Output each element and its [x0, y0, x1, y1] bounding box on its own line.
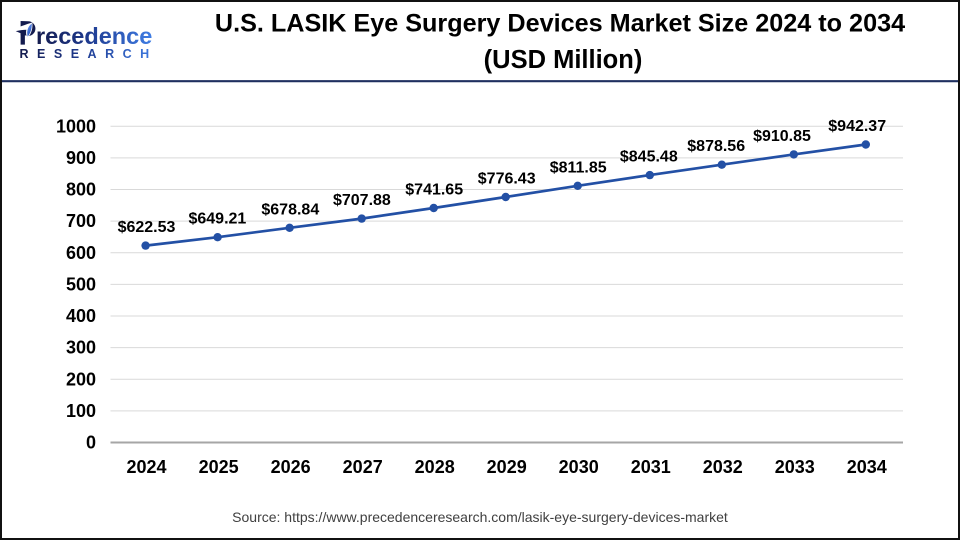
svg-text:$622.53: $622.53	[118, 219, 176, 236]
svg-text:600: 600	[66, 243, 96, 263]
svg-text:2027: 2027	[343, 457, 383, 477]
svg-text:2025: 2025	[199, 457, 239, 477]
svg-text:500: 500	[66, 274, 96, 294]
svg-text:RESEARCH: RESEARCH	[20, 47, 158, 61]
svg-text:recedence: recedence	[36, 23, 152, 49]
svg-text:400: 400	[66, 306, 96, 326]
svg-text:U.S. LASIK Eye Surgery Devices: U.S. LASIK Eye Surgery Devices Market Si…	[215, 10, 905, 38]
svg-text:2026: 2026	[271, 457, 311, 477]
svg-text:Source: https://www.precedence: Source: https://www.precedenceresearch.c…	[232, 509, 728, 525]
svg-text:2030: 2030	[559, 457, 599, 477]
svg-text:2032: 2032	[703, 457, 743, 477]
svg-text:2031: 2031	[631, 457, 671, 477]
svg-text:$811.85: $811.85	[550, 159, 607, 176]
svg-text:2034: 2034	[847, 457, 887, 477]
svg-text:$649.21: $649.21	[188, 211, 246, 228]
svg-text:900: 900	[66, 148, 96, 168]
svg-text:$741.65: $741.65	[405, 182, 463, 199]
svg-text:$845.48: $845.48	[620, 149, 678, 166]
svg-text:1000: 1000	[56, 116, 96, 136]
svg-text:2033: 2033	[775, 457, 815, 477]
svg-text:$678.84: $678.84	[261, 201, 319, 218]
svg-text:0: 0	[86, 433, 96, 453]
svg-text:100: 100	[66, 401, 96, 421]
svg-text:300: 300	[66, 338, 96, 358]
svg-text:$776.43: $776.43	[478, 171, 536, 188]
svg-text:(USD Million): (USD Million)	[484, 46, 643, 74]
svg-text:$910.85: $910.85	[753, 128, 811, 145]
svg-text:800: 800	[66, 180, 96, 200]
svg-text:700: 700	[66, 211, 96, 231]
svg-text:2028: 2028	[415, 457, 455, 477]
svg-text:2029: 2029	[487, 457, 527, 477]
svg-text:$707.88: $707.88	[333, 192, 391, 209]
svg-text:$942.37: $942.37	[828, 118, 886, 135]
svg-text:$878.56: $878.56	[687, 138, 745, 155]
svg-text:200: 200	[66, 369, 96, 389]
svg-text:2024: 2024	[126, 457, 166, 477]
